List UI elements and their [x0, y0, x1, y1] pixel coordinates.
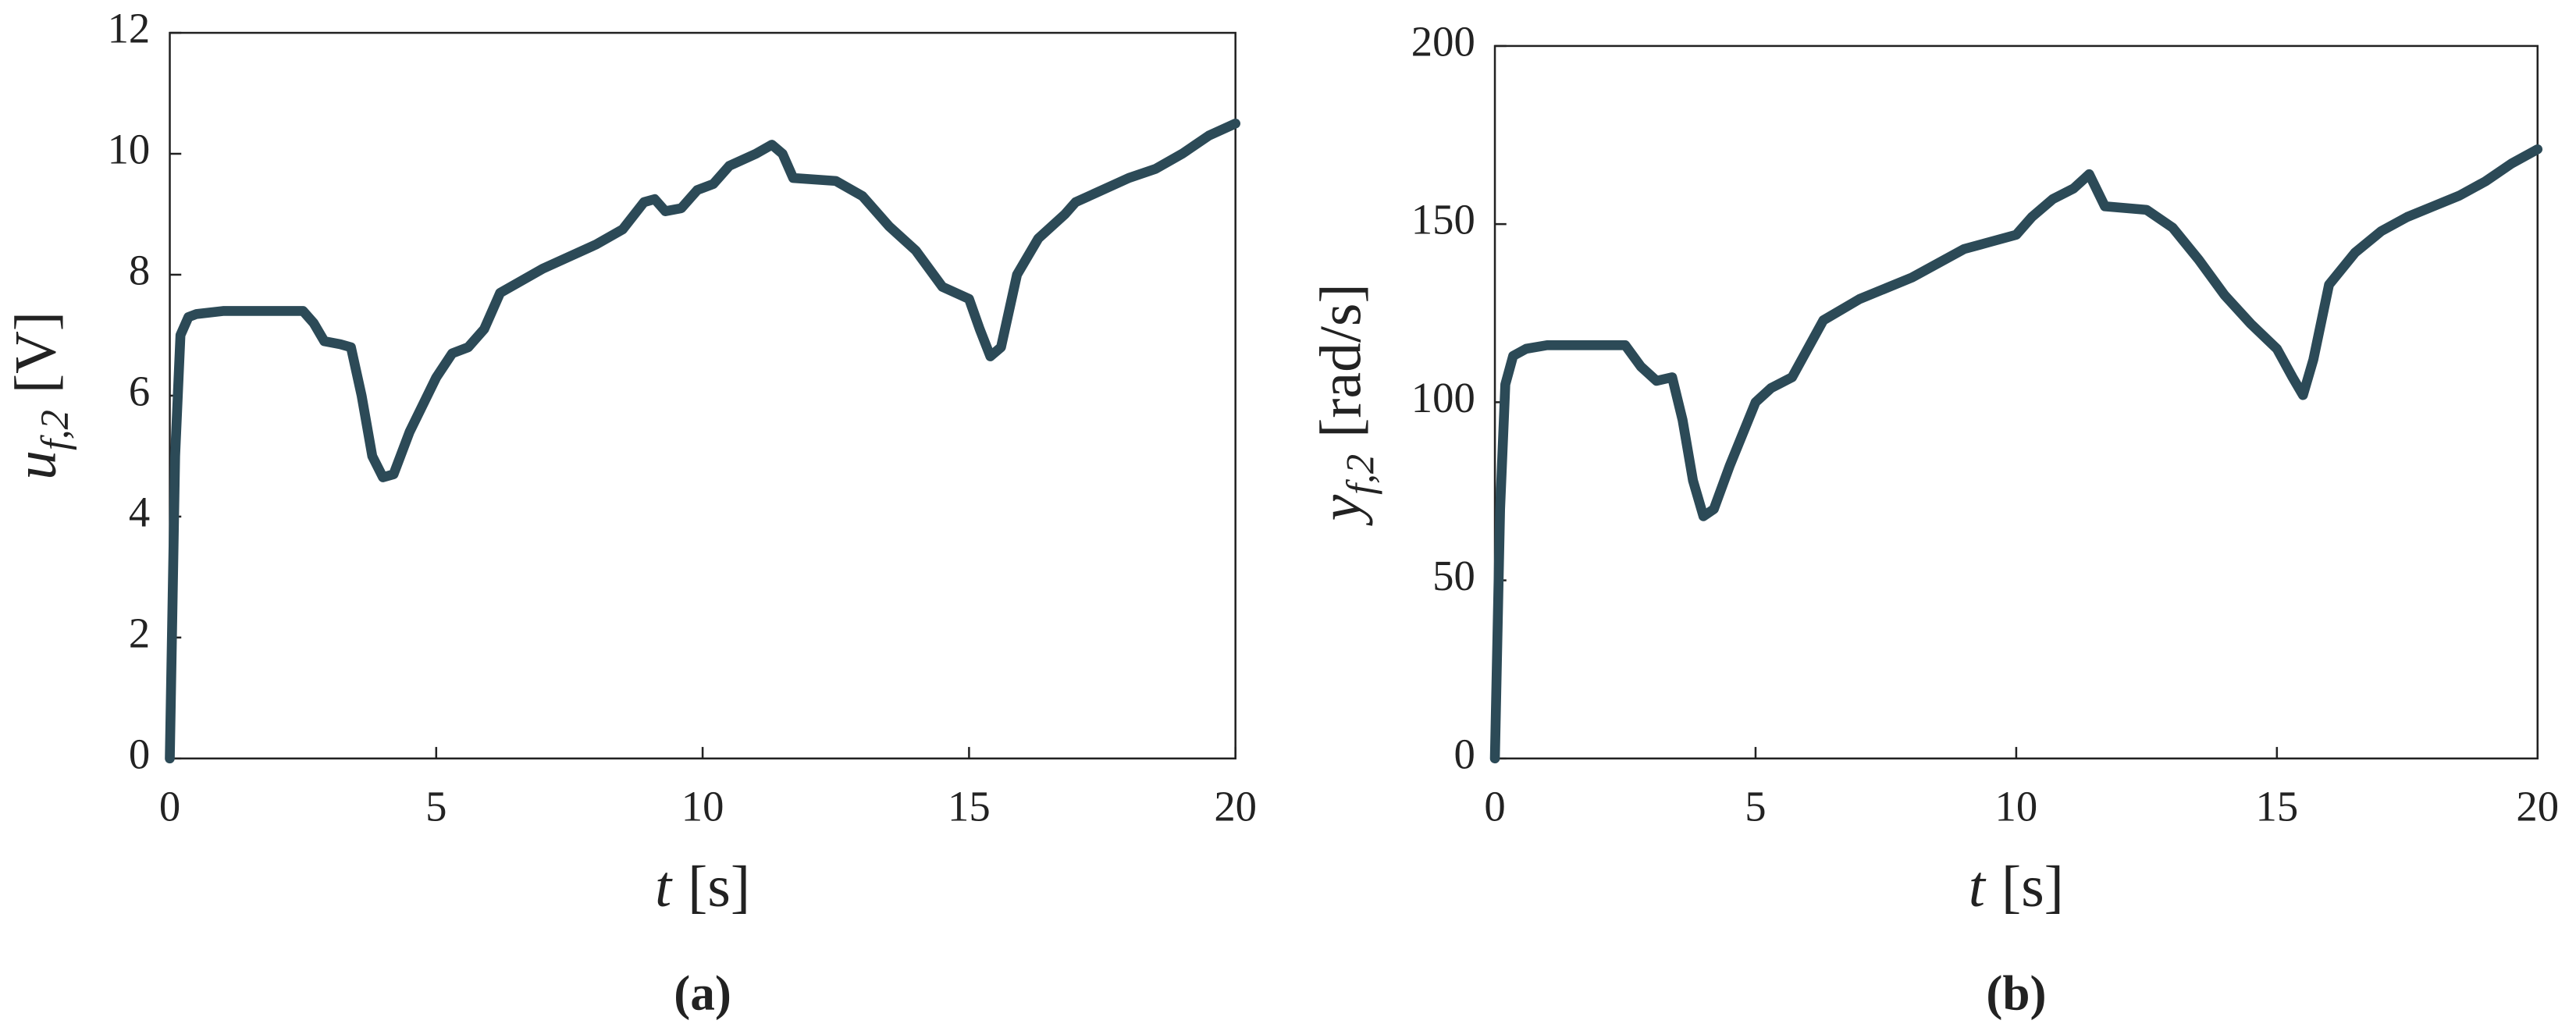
y-axis-label: yf,2 [rad/s]: [1309, 283, 1382, 526]
chart-panel: 0 5 10 15 20 0 2 4 6 8 10 12 t [s] uf,2 [V] (a): [3, 5, 1257, 1021]
x-tick-label: 10: [1995, 783, 2038, 830]
x-tick-label: 15: [948, 783, 991, 830]
x-axis-label: t [s]: [655, 855, 750, 919]
x-tick-label: 20: [2516, 783, 2559, 830]
y-tick-label: 150: [1411, 196, 1475, 244]
plot-frame: [1493, 44, 2539, 760]
x-tick-label: 20: [1214, 783, 1257, 830]
caption: (b): [1986, 966, 2046, 1021]
x-tick-label: 5: [425, 783, 447, 830]
y-tick-label: 100: [1411, 374, 1475, 421]
x-tick-label: 10: [681, 783, 724, 830]
y-tick-label: 50: [1432, 552, 1475, 599]
y-tick-label: 0: [129, 730, 150, 777]
y-tick-label: 200: [1411, 17, 1475, 65]
x-tick-label: 0: [1484, 783, 1505, 830]
y-label-unit: [rad/s]: [1309, 283, 1374, 438]
y-label-symbol: y: [1309, 494, 1374, 526]
x-label-unit: [s]: [2001, 855, 2064, 919]
y-label-subscript: f,2: [33, 410, 76, 450]
x-tick-label: 5: [1745, 783, 1766, 830]
x-tick-label: 15: [2255, 783, 2298, 830]
y-tick-label: 8: [129, 247, 150, 294]
caption: (a): [674, 966, 731, 1021]
y-label-symbol: u: [3, 450, 68, 480]
x-label-symbol: t: [1969, 855, 1987, 919]
x-label-symbol: t: [655, 855, 673, 919]
y-tick-label: 6: [129, 367, 150, 414]
y-tick-label: 10: [108, 126, 151, 173]
x-axis-label: t [s]: [1969, 855, 2064, 919]
y-axis-label: uf,2 [V]: [3, 311, 76, 480]
y-tick-label: 2: [129, 609, 150, 656]
y-tick-label: 12: [108, 5, 151, 52]
x-tick-label: 0: [159, 783, 180, 830]
y-tick-label: 4: [129, 488, 150, 535]
data-line: [1489, 144, 2543, 764]
y-label-unit: [V]: [3, 311, 68, 393]
data-line: [165, 118, 1240, 764]
y-tick-label: 0: [1453, 730, 1475, 777]
y-label-subscript: f,2: [1338, 454, 1382, 495]
plot-frame: [169, 31, 1236, 760]
x-label-unit: [s]: [688, 855, 750, 919]
